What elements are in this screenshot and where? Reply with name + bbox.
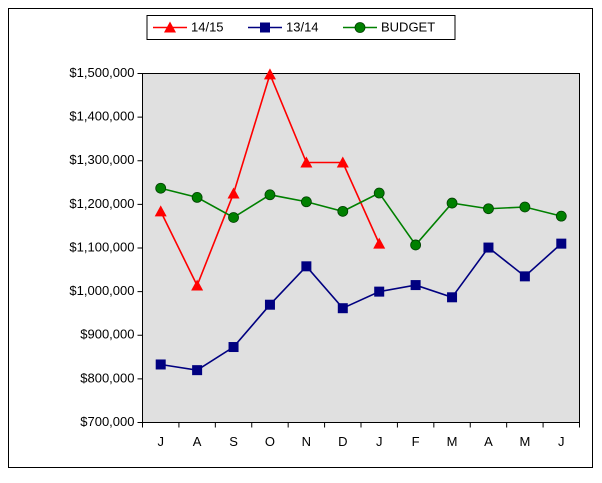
legend-label: BUDGET <box>381 19 435 34</box>
data-point <box>264 189 276 201</box>
data-point <box>446 197 458 209</box>
data-point <box>228 212 239 223</box>
data-point <box>410 239 422 251</box>
data-point <box>483 242 494 253</box>
data-point <box>191 279 204 291</box>
data-point <box>373 187 385 199</box>
x-tick-label: M <box>519 434 530 449</box>
data-point <box>374 286 385 297</box>
data-point <box>337 205 349 217</box>
legend-marker <box>260 22 270 33</box>
plot-area <box>142 73 580 423</box>
x-tick-label: D <box>338 434 347 449</box>
x-tick-label: S <box>229 434 238 449</box>
data-point <box>447 292 458 303</box>
x-tick-label: M <box>447 434 458 449</box>
x-tick-label: O <box>265 434 275 449</box>
data-point <box>192 365 203 376</box>
data-point <box>227 187 240 199</box>
data-point <box>556 238 567 249</box>
data-point <box>155 359 166 370</box>
y-tick-label: $800,000 <box>80 370 134 385</box>
y-tick-label: $900,000 <box>80 327 134 342</box>
data-point <box>300 156 313 168</box>
data-point <box>228 342 239 353</box>
data-point <box>191 191 203 203</box>
y-tick-label: $1,100,000 <box>69 239 134 254</box>
series-line <box>160 187 562 247</box>
x-tick-label: J <box>558 434 565 449</box>
x-tick-label: J <box>157 434 164 449</box>
series-line <box>160 243 562 371</box>
data-point <box>155 182 167 194</box>
y-tick-label: $700,000 <box>80 414 134 429</box>
data-point <box>410 280 421 291</box>
y-tick-label: $1,300,000 <box>69 152 134 167</box>
legend-marker <box>354 22 366 33</box>
x-tick-label: J <box>376 434 383 449</box>
legend-label: 13/14 <box>286 19 319 34</box>
data-point <box>337 303 348 314</box>
data-point <box>300 196 312 208</box>
data-point <box>264 299 275 310</box>
data-point <box>483 203 494 215</box>
data-point <box>519 201 531 213</box>
data-point <box>555 210 567 222</box>
data-point <box>301 261 312 272</box>
data-point <box>373 237 386 249</box>
legend-label: 14/15 <box>191 19 224 34</box>
data-point <box>263 68 276 80</box>
data-point <box>519 271 530 282</box>
legend-marker <box>164 21 176 33</box>
data-point <box>336 156 349 168</box>
legend-box <box>146 15 456 40</box>
y-tick-label: $1,500,000 <box>69 65 134 80</box>
x-tick-label: A <box>193 434 202 449</box>
x-tick-label: N <box>302 434 311 449</box>
x-tick-label: F <box>412 434 420 449</box>
y-tick-label: $1,200,000 <box>69 196 134 211</box>
data-point <box>154 205 167 217</box>
y-tick-label: $1,400,000 <box>69 109 134 124</box>
y-tick-label: $1,000,000 <box>69 283 134 298</box>
x-tick-label: A <box>484 434 493 449</box>
